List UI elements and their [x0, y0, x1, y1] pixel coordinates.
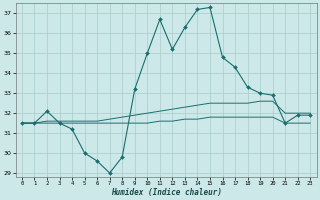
X-axis label: Humidex (Indice chaleur): Humidex (Indice chaleur)	[111, 188, 221, 197]
